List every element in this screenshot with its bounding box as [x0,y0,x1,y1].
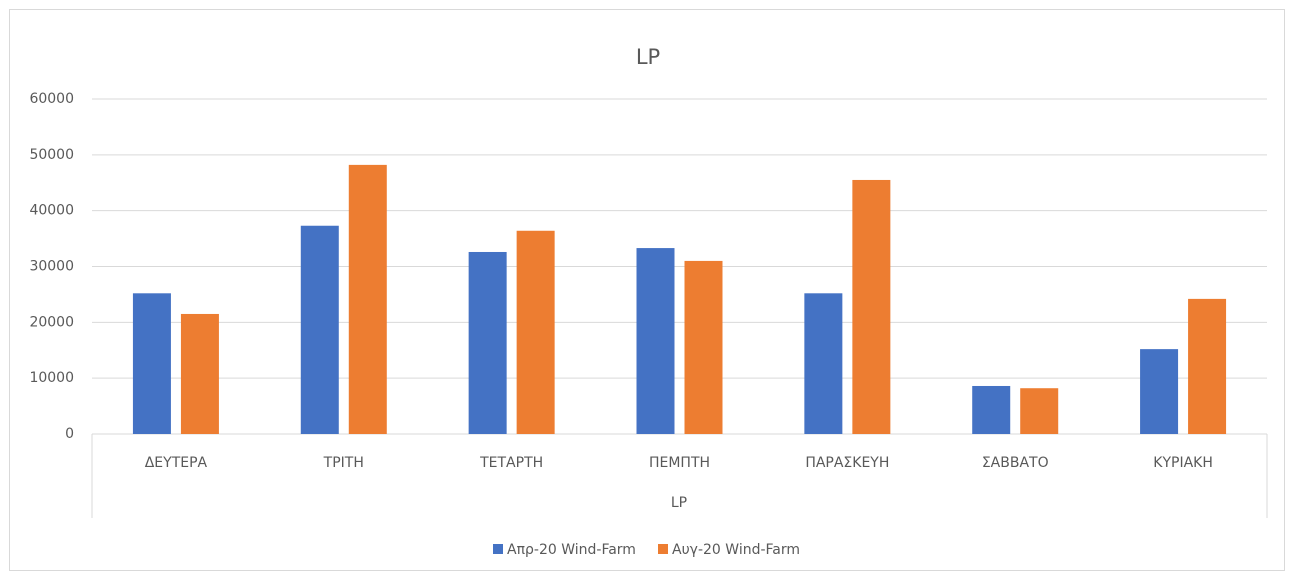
y-tick-label: 0 [65,426,74,442]
y-tick-label: 50000 [29,147,74,163]
x-tick-label: ΤΡΙΤΗ [323,455,364,471]
bar [636,248,675,434]
x-axis-label: LP [671,495,687,511]
bar [684,260,723,434]
bar [132,293,171,434]
x-tick-label: ΠΕΜΠΤΗ [649,455,710,471]
legend-label: Αυγ-20 Wind-Farm [672,542,800,558]
x-tick-label: ΤΕΤΑΡΤΗ [479,455,543,471]
y-tick-label: 10000 [29,370,74,386]
bar [972,385,1011,434]
x-tick-label: ΣΑΒΒΑΤΟ [982,455,1049,471]
y-tick-label: 20000 [29,314,74,330]
y-tick-label: 40000 [29,203,74,219]
bar [468,251,507,434]
bar [1140,349,1179,434]
bar [516,230,555,434]
bar [1188,298,1227,434]
bar [348,164,387,434]
legend-swatch [493,544,503,554]
y-tick-label: 60000 [29,91,74,107]
legend-swatch [658,544,668,554]
y-tick-label: 30000 [29,259,74,275]
bar [804,293,843,434]
legend-label: Απρ-20 Wind-Farm [507,542,636,558]
bar [180,313,219,434]
x-tick-label: ΠΑΡΑΣΚΕΥΗ [805,455,889,471]
chart-title: LP [636,45,660,69]
x-tick-label: ΔΕΥΤΕΡΑ [145,455,208,471]
x-tick-label: ΚΥΡΙΑΚΗ [1153,455,1213,471]
bar [1020,388,1059,434]
bar [300,225,339,434]
bar [852,179,891,434]
